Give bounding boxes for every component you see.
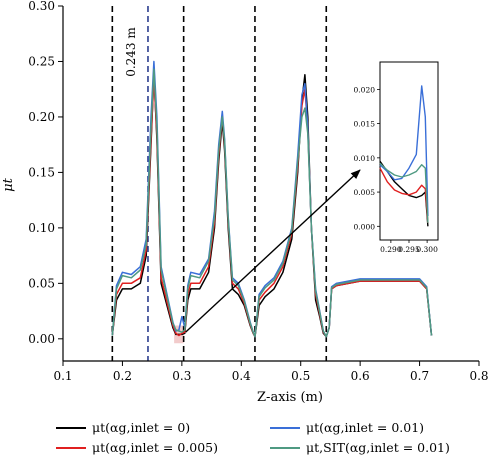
inset-series-line-2 [379, 85, 429, 217]
y-tick-label: 0.20 [28, 110, 55, 124]
x-tick-label: 0.5 [291, 369, 310, 383]
x-axis-label: Z-axis (m) [257, 390, 323, 405]
inset-y-tick-label: 0.000 [354, 222, 376, 231]
y-tick-label: 0.05 [28, 276, 55, 290]
x-tick-label: 0.8 [469, 369, 488, 383]
x-tick-label: 0.4 [232, 369, 251, 383]
y-tick-label: 0.30 [28, 0, 55, 13]
y-tick-label: 0.10 [28, 221, 55, 235]
inset-background [355, 58, 448, 278]
inset-y-tick-label: 0.015 [354, 120, 376, 129]
inset-y-tick-label: 0.020 [354, 85, 376, 94]
inset-series-line-3 [379, 162, 429, 223]
y-axis-label: μt [1, 177, 16, 191]
x-tick-label: 0.1 [53, 369, 72, 383]
x-tick-label: 0.7 [410, 369, 429, 383]
inset-y-tick-label: 0.010 [354, 154, 376, 163]
inset-x-tick-label: 0.300 [416, 245, 438, 254]
series-line-3 [111, 68, 433, 338]
legend-label: μt(αg,inlet = 0.005) [92, 440, 218, 455]
zoom-arrow [185, 169, 361, 333]
inset-y-tick-label: 0.005 [354, 188, 376, 197]
y-tick-label: 0.00 [28, 332, 55, 346]
inset-series-line-1 [379, 167, 429, 223]
legend-label: μt,SIT(αg,inlet = 0.01) [306, 440, 450, 455]
legend: μt(αg,inlet = 0) μt(αg,inlet = 0.005) μt(α… [56, 420, 450, 455]
x-tick-label: 0.6 [351, 369, 370, 383]
inset-x-tick-label: 0.295 [398, 245, 420, 254]
legend-label: μt(αg,inlet = 0.01) [306, 420, 424, 435]
y-tick-label: 0.25 [28, 54, 55, 68]
legend-label: μt(αg,inlet = 0) [92, 420, 190, 435]
inset-x-tick-label: 0.290 [380, 245, 402, 254]
x-tick-label: 0.2 [113, 369, 132, 383]
vline-annotation: 0.243 m [124, 27, 138, 77]
y-tick-label: 0.15 [28, 165, 55, 179]
x-tick-label: 0.3 [172, 369, 191, 383]
